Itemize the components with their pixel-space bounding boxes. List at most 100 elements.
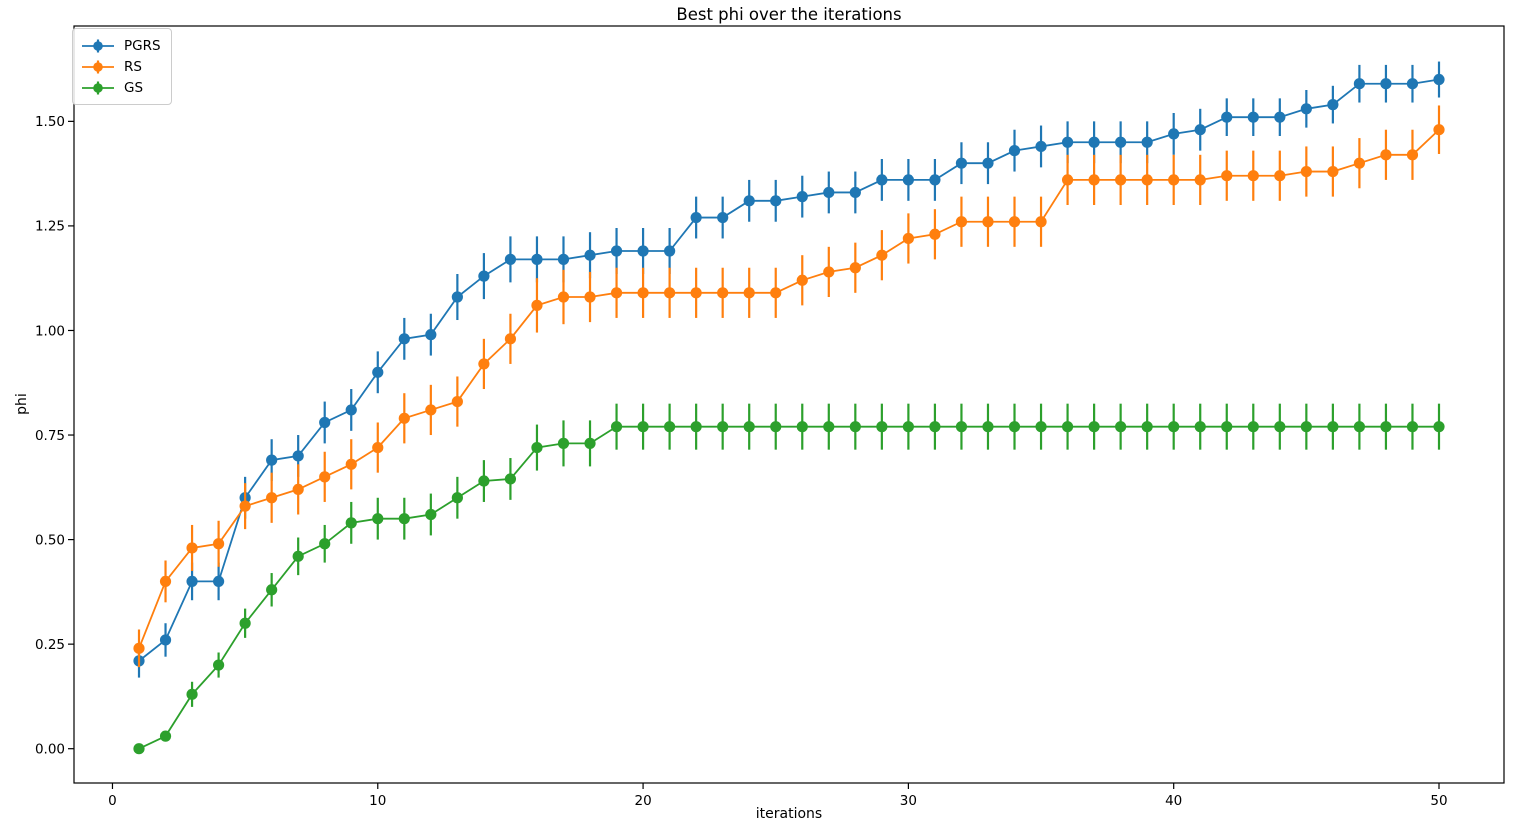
data-point-marker	[982, 421, 994, 433]
axes-frame	[73, 25, 1505, 784]
data-point-marker	[1221, 170, 1233, 182]
data-point-marker	[982, 216, 994, 228]
data-point-marker	[531, 441, 543, 454]
series-line	[138, 78, 1440, 662]
data-point-marker	[929, 228, 941, 240]
data-point-marker	[345, 404, 357, 416]
data-point-marker	[425, 404, 437, 416]
data-point-marker	[557, 291, 570, 303]
data-point-marker	[1035, 216, 1047, 228]
legend-entry-rs[interactable]: RS	[81, 56, 161, 77]
data-point-marker	[1115, 136, 1127, 148]
data-point-marker	[1433, 421, 1445, 433]
data-point-marker	[1300, 165, 1312, 178]
data-point-marker	[1035, 421, 1047, 433]
data-point-marker	[478, 270, 490, 282]
data-point-marker	[319, 538, 331, 550]
y-tick-label: 1.25	[35, 219, 65, 235]
data-point-marker	[1380, 149, 1392, 161]
data-point-marker	[1353, 78, 1366, 90]
data-point-marker	[292, 483, 304, 496]
data-point-marker	[1406, 421, 1419, 433]
data-point-marker	[1141, 136, 1153, 148]
data-point-marker	[637, 421, 649, 433]
legend-entry-pgrs[interactable]: PGRS	[81, 35, 161, 56]
data-point-marker	[690, 287, 702, 299]
data-point-marker	[1194, 421, 1206, 433]
data-point-marker	[1061, 136, 1074, 148]
data-point-marker	[1115, 174, 1127, 186]
data-point-marker	[955, 216, 968, 228]
data-point-marker	[1300, 103, 1312, 115]
legend[interactable]: PGRS RS GS	[72, 28, 172, 105]
data-point-marker	[929, 174, 941, 186]
data-point-marker	[1008, 145, 1021, 157]
y-tick-label: 0.00	[35, 742, 65, 758]
data-point-marker	[372, 441, 384, 454]
data-point-marker	[1061, 421, 1074, 433]
data-point-marker	[372, 366, 384, 378]
data-point-marker	[1247, 170, 1259, 182]
data-point-marker	[266, 454, 278, 466]
data-point-marker	[133, 642, 145, 654]
data-point-marker	[159, 634, 172, 646]
x-tick-label: 20	[634, 793, 651, 809]
data-point-marker	[876, 421, 888, 433]
data-point-marker	[398, 412, 410, 424]
data-point-marker	[1008, 216, 1021, 228]
data-point-marker	[1433, 124, 1445, 136]
data-point-marker	[610, 245, 623, 257]
data-point-marker	[1194, 124, 1206, 136]
data-point-marker	[1274, 421, 1286, 433]
data-point-marker	[557, 253, 570, 265]
data-point-marker	[1088, 136, 1100, 148]
legend-entry-gs[interactable]: GS	[81, 77, 161, 98]
data-point-marker	[1088, 421, 1100, 433]
data-point-marker	[610, 287, 623, 299]
y-tick-label: 1.00	[35, 323, 65, 339]
legend-label: RS	[124, 58, 142, 75]
data-point-marker	[504, 473, 517, 485]
data-point-marker	[1008, 421, 1021, 433]
data-point-marker	[266, 492, 278, 504]
data-point-marker	[372, 513, 384, 525]
data-point-marker	[664, 287, 676, 299]
series-line	[138, 425, 1439, 750]
data-point-marker	[637, 287, 649, 299]
data-point-marker	[902, 421, 914, 433]
data-point-marker	[1247, 421, 1259, 433]
data-point-marker	[1168, 174, 1180, 186]
y-axis-label: phi	[14, 393, 30, 415]
y-tick-label: 0.75	[35, 428, 65, 444]
data-point-marker	[849, 262, 861, 274]
x-tick-label: 40	[1165, 793, 1182, 809]
data-point-marker	[1353, 421, 1366, 433]
data-point-marker	[345, 458, 357, 470]
data-point-marker	[823, 266, 835, 278]
data-point-marker	[159, 730, 172, 742]
series-pgrs	[133, 61, 1445, 678]
data-point-marker	[717, 287, 729, 299]
data-point-marker	[584, 249, 596, 261]
data-point-marker	[1406, 149, 1419, 161]
data-point-marker	[610, 421, 623, 433]
x-tick-label: 10	[369, 793, 386, 809]
series-rs	[133, 105, 1445, 668]
data-point-marker	[823, 421, 835, 433]
data-point-marker	[770, 421, 782, 433]
data-point-marker	[902, 174, 914, 186]
legend-marker-icon	[82, 60, 114, 73]
data-point-marker	[451, 395, 463, 408]
data-point-marker	[239, 617, 251, 629]
data-point-marker	[770, 195, 782, 207]
data-point-marker	[929, 421, 941, 433]
data-point-marker	[1035, 140, 1047, 153]
data-point-marker	[1247, 111, 1259, 123]
data-point-marker	[478, 358, 490, 370]
data-point-marker	[186, 575, 198, 588]
data-point-marker	[1353, 157, 1366, 169]
data-point-marker	[1327, 421, 1339, 433]
series-gs	[133, 403, 1445, 755]
